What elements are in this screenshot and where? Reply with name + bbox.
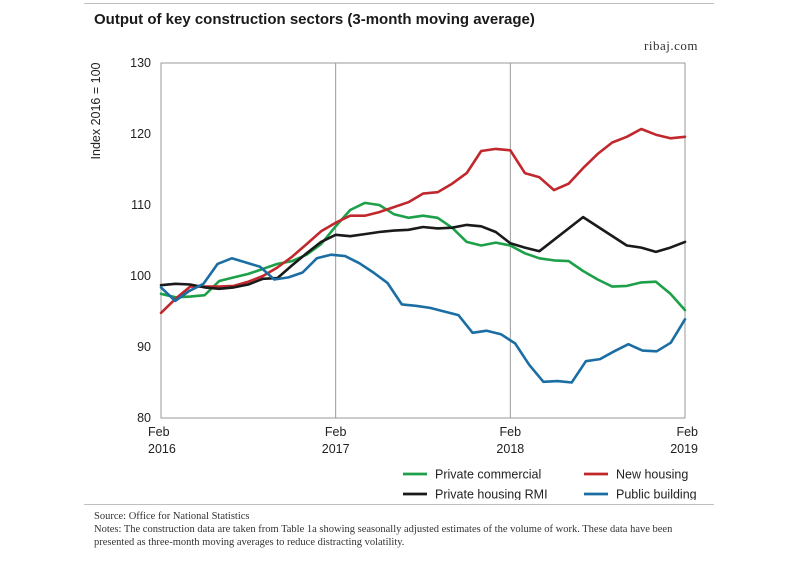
x-tick-label: Feb — [148, 425, 170, 439]
y-tick-label: 90 — [137, 340, 151, 354]
plot-border — [160, 62, 686, 419]
axis-layer: 80 90 100 110 120 130 Index 2016 = 100 Feb 2016 F… — [89, 56, 698, 456]
x-tick-year-label: 2018 — [496, 442, 524, 456]
y-axis-label: Index 2016 = 100 — [89, 62, 103, 159]
series-layer — [159, 127, 687, 384]
new-housing-line — [159, 127, 687, 315]
y-tick-label: 130 — [130, 56, 151, 70]
x-tick-label: Feb — [676, 425, 698, 439]
line-chart: 80 90 100 110 120 130 Index 2016 = 100 Feb 2016 F… — [89, 56, 698, 501]
legend: Private commercial New housing Private hou… — [403, 468, 697, 501]
x-tick-year-label: 2017 — [322, 442, 350, 456]
top-divider — [84, 3, 714, 4]
y-tick-label: 100 — [130, 269, 151, 283]
notes-divider — [84, 504, 714, 505]
chart-frame: Output of key construction sectors (3-mo… — [84, 0, 714, 562]
legend-label-new-housing: New housing — [616, 468, 688, 482]
y-tick-label: 110 — [131, 198, 151, 212]
grid-layer — [160, 62, 686, 419]
site-credit: ribaj.com — [644, 38, 698, 53]
legend-label-private-commercial: Private commercial — [435, 468, 541, 482]
y-tick-label: 80 — [137, 411, 151, 425]
x-tick-label: Feb — [325, 425, 347, 439]
y-tick-label: 120 — [130, 127, 151, 141]
private-commercial-line — [159, 201, 687, 312]
x-tick-year-label: 2019 — [670, 442, 698, 456]
legend-label-private-housing-rmi: Private housing RMI — [435, 488, 548, 501]
notes-block: Source: Office for National Statistics N… — [94, 510, 704, 549]
chart-title: Output of key construction sectors (3-mo… — [94, 11, 535, 28]
x-tick-year-label: 2016 — [148, 442, 176, 456]
x-tick-label: Feb — [500, 425, 522, 439]
private-housing-rmi-line — [159, 215, 687, 291]
source-note: Source: Office for National Statistics — [94, 511, 250, 522]
public-building-line — [159, 253, 687, 384]
notes-text: Notes: The construction data are taken f… — [94, 524, 673, 548]
legend-label-public-building: Public building — [616, 488, 697, 501]
